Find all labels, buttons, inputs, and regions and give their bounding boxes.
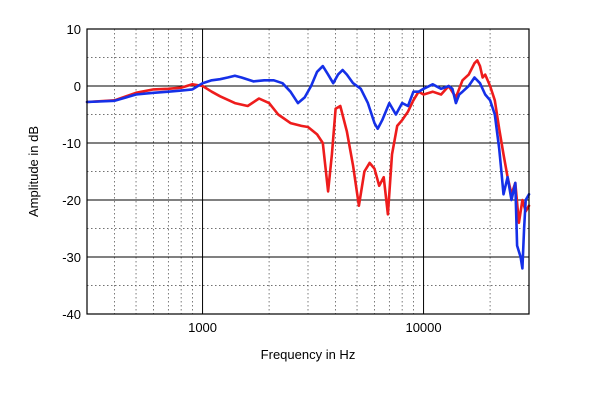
y-tick-labels: 10 0 -10 -20 -30 -40 xyxy=(62,22,81,322)
y-tick-label: 0 xyxy=(74,79,81,94)
y-tick-label: -30 xyxy=(62,250,81,265)
y-tick-label: -40 xyxy=(62,307,81,322)
x-tick-labels: 1000 10000 xyxy=(188,320,442,335)
major-grid xyxy=(87,29,529,314)
series-layer xyxy=(85,59,531,270)
x-tick-label: 1000 xyxy=(188,320,217,335)
y-tick-label: -20 xyxy=(62,193,81,208)
series-line-1 xyxy=(85,59,531,225)
x-axis-label: Frequency in Hz xyxy=(261,347,356,362)
x-tick-label: 10000 xyxy=(405,320,441,335)
y-tick-label: -10 xyxy=(62,136,81,151)
minor-grid xyxy=(87,29,529,314)
plot-frame xyxy=(86,28,530,315)
y-axis-label: Amplitude in dB xyxy=(26,126,41,217)
y-tick-label: 10 xyxy=(67,22,81,37)
series-line-2 xyxy=(85,64,531,270)
